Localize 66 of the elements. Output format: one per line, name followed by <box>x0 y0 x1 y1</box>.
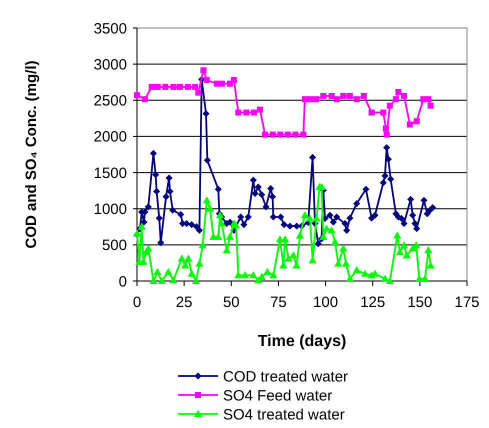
point <box>302 96 308 102</box>
point <box>428 102 434 109</box>
point <box>162 84 168 90</box>
point <box>195 90 202 96</box>
point <box>235 110 242 116</box>
y-tick-label: 2500 <box>94 92 127 110</box>
y-tick-label: 1000 <box>94 200 127 218</box>
legend-label: SO4 Feed water <box>223 387 332 404</box>
point <box>154 84 161 90</box>
point <box>340 92 346 99</box>
x-tick-label: 25 <box>176 294 192 311</box>
y-tick-label: 3500 <box>94 20 127 38</box>
y-tick-label: 0 <box>118 273 127 290</box>
point <box>262 132 268 138</box>
point <box>148 84 155 90</box>
y-tick-label: 3000 <box>94 56 127 74</box>
point <box>395 88 402 95</box>
y-tick-label: 500 <box>102 237 127 254</box>
x-tick-label: 100 <box>313 294 338 311</box>
point <box>334 96 340 102</box>
point <box>243 110 250 116</box>
point <box>346 92 353 99</box>
x-tick-label: 175 <box>454 294 480 311</box>
point <box>360 92 367 99</box>
point <box>384 132 390 138</box>
point <box>284 132 291 138</box>
point <box>270 132 276 138</box>
point <box>401 92 408 99</box>
point <box>170 84 176 90</box>
point <box>292 132 298 138</box>
x-axis-title: Time (days) <box>258 333 346 350</box>
point <box>200 67 206 74</box>
point <box>142 96 148 102</box>
point <box>277 132 284 138</box>
point <box>176 84 183 90</box>
x-tick-label: 150 <box>407 294 432 311</box>
legend-label: SO4 treated water <box>223 406 345 424</box>
point <box>380 110 386 116</box>
point <box>382 125 389 132</box>
point <box>354 96 360 102</box>
point <box>204 77 210 84</box>
legend-label: COD treated water <box>223 368 348 386</box>
point <box>134 92 140 98</box>
y-tick-label: 1500 <box>94 164 127 182</box>
point <box>313 96 320 102</box>
point <box>250 110 257 116</box>
point <box>368 110 375 116</box>
point <box>328 92 335 99</box>
x-tick-label: 50 <box>222 294 240 311</box>
point <box>386 102 393 109</box>
y-axis-title: COD and SO₄ Conc. (mg/l) <box>23 60 40 248</box>
point <box>392 96 399 102</box>
point <box>192 84 198 90</box>
x-tick-label: 125 <box>360 294 386 311</box>
point <box>425 96 432 102</box>
x-tick-label: 0 <box>132 294 142 311</box>
point <box>320 92 326 99</box>
point <box>256 106 263 113</box>
point <box>230 77 237 84</box>
point <box>184 84 191 90</box>
y-tick-label: 2000 <box>94 128 127 146</box>
x-tick-label: 75 <box>270 294 287 311</box>
point <box>218 80 225 87</box>
point <box>300 132 306 138</box>
point <box>414 118 420 124</box>
point <box>406 122 413 128</box>
